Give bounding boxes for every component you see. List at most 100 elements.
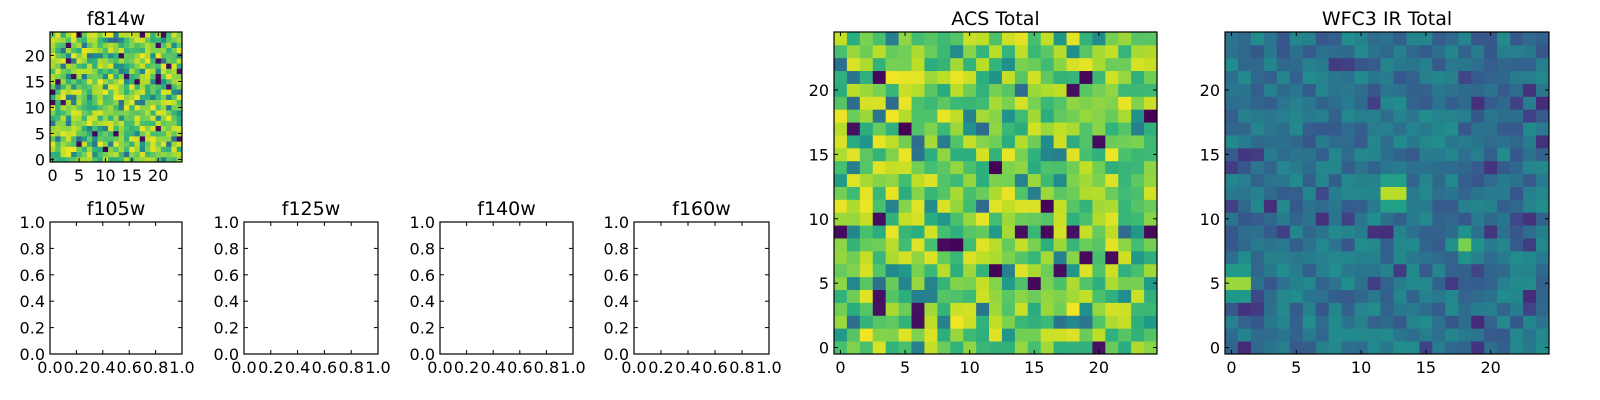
heatmap-cell (976, 276, 990, 290)
heatmap-cell (1523, 302, 1537, 316)
heatmap-cell (1302, 57, 1317, 72)
heatmap-cell (1393, 83, 1407, 97)
heatmap-cell (171, 63, 178, 69)
heatmap-cell (911, 44, 925, 59)
heatmap-cell (1118, 212, 1132, 226)
heatmap-cell (1497, 109, 1511, 123)
heatmap-cell (989, 212, 1003, 226)
heatmap-cell (1053, 186, 1067, 200)
heatmap-cell (76, 110, 83, 116)
heatmap-cell (976, 302, 990, 316)
heatmap-cell (108, 156, 114, 163)
heatmap-cell (139, 37, 146, 43)
heatmap-cell (1066, 160, 1080, 175)
heatmap-cell (55, 115, 61, 121)
x-tick-label: 20 (148, 166, 168, 185)
heatmap-cell (1105, 135, 1119, 149)
heatmap-cell (1131, 341, 1145, 355)
heatmap-cell (1380, 57, 1394, 72)
heatmap-cell (1001, 225, 1016, 239)
heatmap-cell (176, 99, 183, 106)
heatmap-cell (97, 58, 104, 64)
heatmap-cell (1250, 199, 1265, 213)
heatmap-cell (1118, 147, 1132, 162)
heatmap-cell (123, 63, 130, 69)
heatmap-cell (55, 99, 61, 106)
heatmap-cell (1367, 225, 1381, 239)
heatmap-cell (885, 70, 899, 84)
heatmap-cell (134, 32, 141, 38)
heatmap-cell (176, 73, 183, 80)
heatmap-cell (1510, 328, 1524, 342)
heatmap-cell (1367, 147, 1381, 162)
heatmap-cell (989, 328, 1003, 342)
x-tick-label: 10 (95, 166, 115, 185)
heatmap-cell (937, 160, 951, 175)
heatmap-cell (92, 78, 98, 85)
heatmap-cell (1497, 315, 1511, 329)
y-tick-label: 0.0 (20, 345, 45, 364)
heatmap-cell (1354, 225, 1368, 239)
heatmap-cell (1471, 238, 1485, 252)
heatmap-cell (1079, 225, 1093, 239)
heatmap-cell (55, 141, 61, 147)
heatmap-cell (86, 94, 93, 100)
heatmap-cell (950, 341, 964, 355)
heatmap-cell (139, 136, 146, 142)
heatmap-cell (123, 156, 130, 163)
heatmap-cell (150, 42, 156, 48)
heatmap-cell (113, 125, 120, 132)
heatmap-cell (1289, 173, 1304, 187)
heatmap-cell (1341, 173, 1355, 187)
heatmap-cell (859, 186, 874, 200)
heatmap-cell (1406, 147, 1420, 162)
x-tick-label: 0.0 (37, 358, 62, 377)
heatmap-cell (1027, 263, 1042, 278)
heatmap-cell (102, 104, 109, 111)
heatmap-cell (1536, 173, 1550, 187)
heatmap-cell (113, 151, 120, 158)
heatmap-cell (160, 89, 167, 95)
heatmap-cell (1250, 147, 1265, 162)
heatmap-cell (1497, 341, 1511, 355)
x-tick-label: 15 (1024, 358, 1044, 377)
heatmap-cell (1237, 96, 1252, 110)
heatmap-cell (1523, 160, 1537, 175)
heatmap-cell (123, 99, 130, 106)
heatmap-cell (1027, 122, 1042, 136)
heatmap-cell (1393, 341, 1407, 355)
heatmap-cell (885, 263, 899, 278)
heatmap-cell (859, 225, 874, 239)
heatmap-cell (1341, 302, 1355, 316)
heatmap-cell (1328, 135, 1343, 149)
heatmap-cell (71, 104, 77, 111)
heatmap-cell (145, 151, 151, 158)
heatmap-cell (60, 32, 67, 38)
heatmap-cell (166, 146, 172, 152)
heatmap-cell (1523, 263, 1537, 278)
heatmap-cell (134, 42, 141, 48)
heatmap-cell (1066, 263, 1080, 278)
heatmap-cell (1105, 32, 1119, 46)
heatmap-cell (1354, 263, 1368, 278)
heatmap-cell (1354, 186, 1368, 200)
heatmap-cell (50, 120, 56, 126)
heatmap-cell (1406, 302, 1420, 316)
heatmap-cell (76, 94, 83, 100)
heatmap-cell (950, 250, 964, 265)
heatmap-cell (1105, 160, 1119, 175)
heatmap-cell (118, 37, 125, 43)
y-tick-label: 0 (1210, 339, 1220, 358)
heatmap-cell (166, 47, 172, 54)
heatmap-cell (145, 99, 151, 106)
heatmap-cell (859, 212, 874, 226)
heatmap-cell (81, 42, 88, 48)
heatmap-cell (1237, 135, 1252, 149)
heatmap-cell (139, 32, 146, 38)
heatmap-cell (50, 73, 56, 80)
heatmap-cell (1367, 32, 1381, 46)
heatmap-cell (859, 302, 874, 316)
heatmap-cell (976, 341, 990, 355)
heatmap-cell (1432, 341, 1446, 355)
heatmap-cell (1341, 44, 1355, 59)
